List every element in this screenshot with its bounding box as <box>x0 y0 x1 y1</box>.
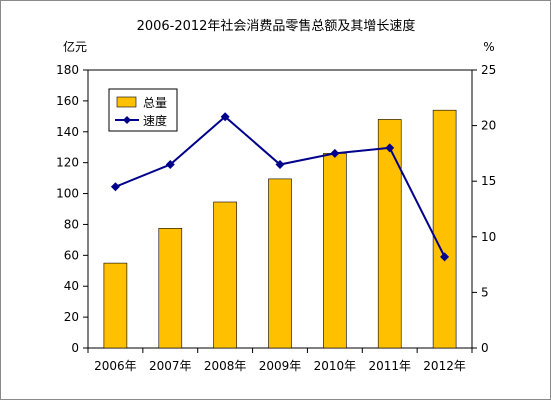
left-tick-label-2: 40 <box>64 279 79 293</box>
left-tick-label-3: 60 <box>64 248 79 262</box>
bar-2 <box>213 201 237 349</box>
line-point-2 <box>220 112 230 122</box>
right-tick-label-1: 5 <box>481 285 489 299</box>
x-tick-label-1: 2007年 <box>149 359 192 373</box>
left-tick-label-8: 160 <box>56 94 79 108</box>
x-tick-label-3: 2009年 <box>259 359 302 373</box>
chart-title: 2006-2012年社会消费品零售总额及其增长速度 <box>137 18 416 34</box>
right-tick-label-3: 15 <box>481 174 496 188</box>
x-tick-label-0: 2006年 <box>94 359 137 373</box>
left-tick-label-1: 20 <box>64 310 79 324</box>
right-tick-label-2: 10 <box>481 230 496 244</box>
line-point-4 <box>330 148 340 158</box>
right-tick-label-0: 0 <box>481 341 489 355</box>
left-axis-unit: 亿元 <box>63 39 87 54</box>
x-tick-label-6: 2012年 <box>423 359 466 373</box>
line-series <box>110 112 450 262</box>
bar-0 <box>103 262 128 349</box>
line-point-0 <box>110 182 120 192</box>
legend-bar-swatch <box>116 96 137 108</box>
left-tick-label-5: 100 <box>56 187 79 201</box>
bar-series <box>103 109 457 349</box>
x-tick-label-5: 2011年 <box>368 359 411 373</box>
left-tick-label-0: 0 <box>71 341 79 355</box>
right-axis-unit: % <box>483 40 494 54</box>
bar-3 <box>268 178 292 349</box>
bar-4 <box>323 153 347 349</box>
legend: 总量 速度 <box>108 88 178 132</box>
x-axis: 2006年 2007年 2008年 2009年 2010年 2011年 2012年 <box>87 348 473 373</box>
right-axis: 0 5 10 15 20 25 <box>472 63 496 355</box>
right-tick-label-5: 25 <box>481 63 496 77</box>
bar-5 <box>377 119 402 349</box>
left-axis: 0 20 40 60 80 100 120 140 160 180 <box>56 63 88 355</box>
left-tick-label-4: 80 <box>64 217 79 231</box>
x-tick-label-2: 2008年 <box>204 359 247 373</box>
left-tick-label-9: 180 <box>56 63 79 77</box>
line-point-5 <box>385 143 395 153</box>
line-point-3 <box>275 160 285 170</box>
bar-6 <box>432 109 457 349</box>
line-point-1 <box>165 160 175 170</box>
x-tick-label-4: 2010年 <box>314 359 357 373</box>
line-point-6 <box>440 252 450 262</box>
legend-box <box>108 88 178 132</box>
legend-label-line: 速度 <box>143 113 167 128</box>
legend-line-marker <box>123 116 131 124</box>
left-tick-label-7: 140 <box>56 125 79 139</box>
left-tick-label-6: 120 <box>56 156 79 170</box>
bar-1 <box>158 228 183 349</box>
legend-label-bars: 总量 <box>143 96 167 110</box>
right-tick-label-4: 20 <box>481 119 496 133</box>
